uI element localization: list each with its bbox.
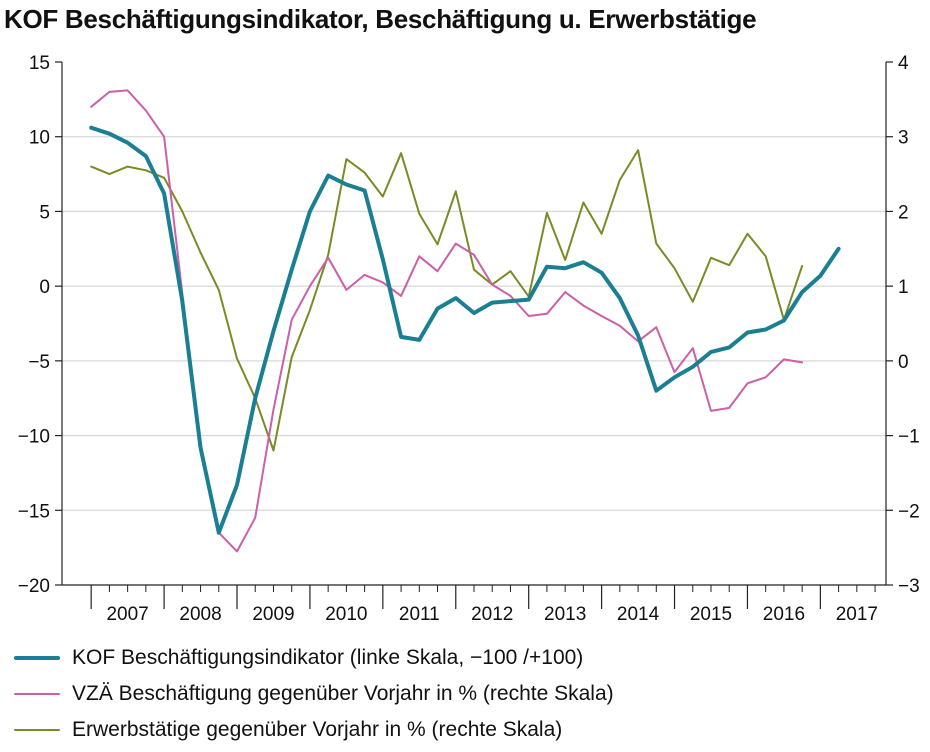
x-tick-label: 2007 [106, 604, 148, 625]
legend-item: KOF Beschäftigungsindikator (linke Skala… [14, 640, 614, 676]
x-tick-label: 2015 [690, 604, 732, 625]
left-tick-label: −15 [18, 501, 50, 522]
right-tick-label: 3 [898, 128, 909, 149]
left-tick-label: −20 [18, 576, 50, 597]
right-tick-label: 2 [898, 202, 909, 223]
left-tick-label: 5 [39, 202, 50, 223]
legend-label: VZÄ Beschäftigung gegenüber Vorjahr in %… [72, 682, 614, 705]
right-tick-label: 4 [898, 53, 909, 74]
legend-label: KOF Beschäftigungsindikator (linke Skala… [72, 646, 584, 669]
series-line [89, 125, 841, 535]
x-tick-label: 2010 [325, 604, 367, 625]
legend-label: Erwerbstätige gegenüber Vorjahr in % (re… [72, 718, 563, 741]
x-axis: 2007 2008 2009 2010 2011 2012 2013 2014 2015 2016… [90, 585, 878, 625]
legend: KOF Beschäftigungsindikator (linke Skala… [14, 640, 614, 748]
series-lines [89, 89, 841, 553]
x-tick-label: 2012 [471, 604, 513, 625]
right-tick-label: 0 [898, 352, 909, 373]
x-tick-label: 2011 [399, 604, 440, 625]
legend-item: VZÄ Beschäftigung gegenüber Vorjahr in %… [14, 676, 614, 712]
chart-title: KOF Beschäftigungsindikator, Beschäftigu… [4, 4, 757, 34]
legend-swatch [14, 729, 60, 731]
x-tick-label: 2013 [544, 604, 586, 625]
left-axis: 15 10 5 0 −5 −10 −15 −20 [18, 53, 62, 597]
legend-swatch [14, 693, 60, 695]
series-line [90, 149, 804, 452]
x-tick-label: 2017 [836, 604, 878, 625]
left-tick-label: 15 [29, 53, 50, 74]
x-tick-label: 2008 [179, 604, 221, 625]
x-tick-label: 2014 [617, 604, 660, 625]
grid-lines [61, 62, 887, 586]
right-tick-label: −3 [898, 576, 920, 597]
right-tick-label: −2 [898, 501, 920, 522]
right-axis: 4 3 2 1 0 −1 −2 −3 [886, 53, 920, 597]
right-tick-label: −1 [898, 427, 920, 448]
left-tick-label: −5 [28, 352, 50, 373]
legend-swatch [14, 656, 60, 660]
x-tick-label: 2016 [763, 604, 805, 625]
left-tick-label: 0 [39, 277, 50, 298]
right-tick-label: 1 [898, 277, 909, 298]
x-tick-label: 2009 [252, 604, 294, 625]
series-line [90, 89, 804, 553]
left-tick-label: −10 [18, 427, 50, 448]
legend-item: Erwerbstätige gegenüber Vorjahr in % (re… [14, 712, 614, 748]
left-tick-label: 10 [29, 128, 50, 149]
